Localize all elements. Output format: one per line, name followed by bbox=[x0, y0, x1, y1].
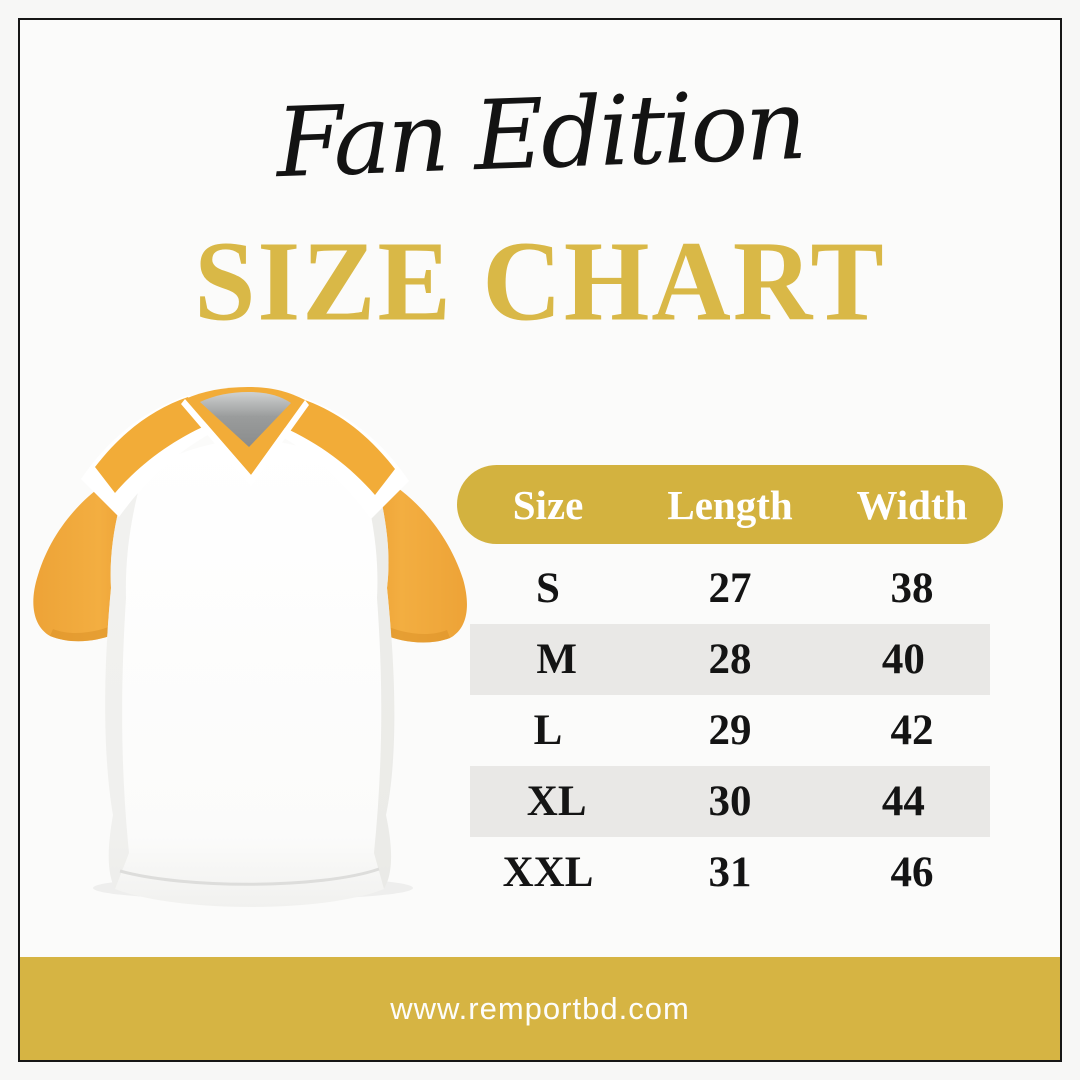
table-body: S 27 38 M 28 40 L 29 42 XL 30 44 XXL 31 bbox=[457, 553, 1003, 908]
cell-size: S bbox=[536, 565, 560, 612]
table-row-xxl: XXL 31 46 bbox=[457, 837, 1003, 908]
cell-width: 38 bbox=[890, 565, 934, 612]
table-row-xl: XL 30 44 bbox=[470, 766, 990, 837]
jersey-illustration bbox=[33, 387, 467, 907]
cell-width: 40 bbox=[881, 636, 925, 683]
cell-length: 31 bbox=[708, 849, 752, 896]
cell-width: 44 bbox=[881, 778, 925, 825]
cell-width: 46 bbox=[890, 849, 934, 896]
page-title: SIZE CHART bbox=[194, 217, 886, 345]
column-header-size: Size bbox=[512, 481, 584, 528]
size-chart-table: Size Length Width S 27 38 M 28 40 L 29 4… bbox=[457, 465, 1003, 908]
bordered-canvas: Fan Edition SIZE CHART bbox=[18, 18, 1062, 1062]
cell-size: L bbox=[533, 707, 563, 754]
cell-length: 28 bbox=[708, 636, 752, 683]
column-header-length: Length bbox=[667, 481, 793, 528]
cell-size: M bbox=[536, 636, 577, 683]
table-header-row: Size Length Width bbox=[457, 465, 1003, 544]
cell-length: 27 bbox=[708, 565, 752, 612]
cell-length: 30 bbox=[708, 778, 752, 825]
cell-width: 42 bbox=[890, 707, 934, 754]
cell-size: XL bbox=[526, 778, 587, 825]
cell-length: 29 bbox=[708, 707, 752, 754]
footer-bar: www.remportbd.com bbox=[20, 957, 1060, 1060]
table-row-m: M 28 40 bbox=[470, 624, 990, 695]
jersey-image bbox=[25, 383, 477, 923]
cell-size: XXL bbox=[502, 849, 594, 896]
table-row-s: S 27 38 bbox=[457, 553, 1003, 624]
table-row-l: L 29 42 bbox=[457, 695, 1003, 766]
website-url: www.remportbd.com bbox=[390, 990, 690, 1026]
script-subtitle: Fan Edition bbox=[274, 68, 806, 200]
column-header-width: Width bbox=[856, 481, 968, 528]
